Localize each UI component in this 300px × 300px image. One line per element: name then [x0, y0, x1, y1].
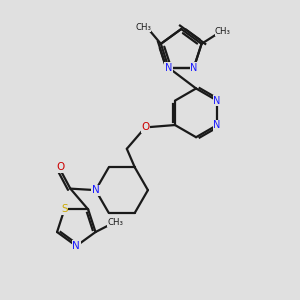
Text: N: N: [214, 96, 221, 106]
Text: N: N: [214, 120, 221, 130]
Text: S: S: [61, 204, 68, 214]
Text: CH₃: CH₃: [215, 26, 231, 35]
Text: N: N: [72, 241, 80, 251]
Text: CH₃: CH₃: [135, 23, 151, 32]
Text: N: N: [92, 185, 100, 195]
Text: N: N: [165, 63, 172, 73]
Text: O: O: [57, 162, 65, 172]
Text: O: O: [141, 122, 149, 132]
Text: CH₃: CH₃: [107, 218, 123, 227]
Text: N: N: [190, 63, 197, 73]
